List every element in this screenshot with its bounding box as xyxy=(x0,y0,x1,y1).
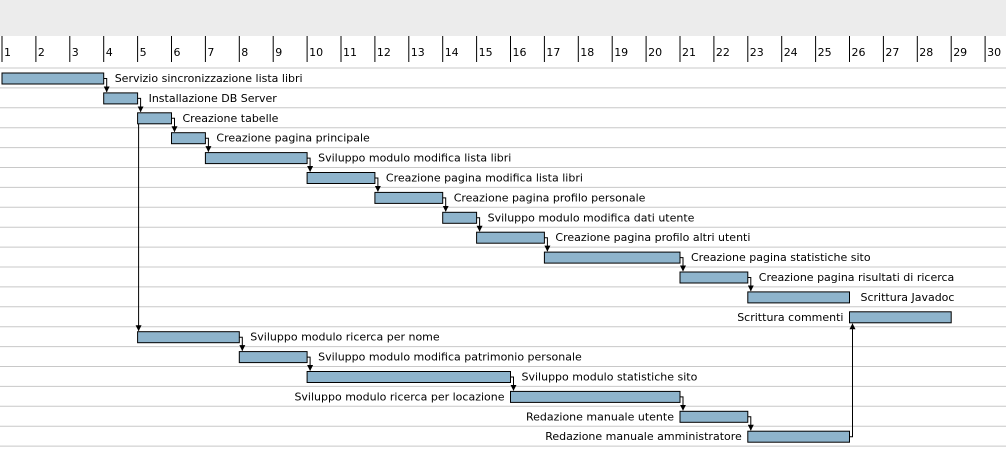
task-label: Scrittura Javadoc xyxy=(861,291,955,304)
x-tick-label-14: 14 xyxy=(445,46,459,59)
x-tick-label-25: 25 xyxy=(818,46,832,59)
dependency-arrow xyxy=(137,97,144,113)
x-tick-label-13: 13 xyxy=(411,46,425,59)
task-label: Sviluppo modulo modifica dati utente xyxy=(488,211,695,224)
x-tick-label-17: 17 xyxy=(546,46,560,59)
task-bar xyxy=(137,331,240,344)
task-bar xyxy=(171,132,206,145)
task-bar xyxy=(306,371,511,383)
task-bar xyxy=(543,251,681,264)
x-tick-label-10: 10 xyxy=(309,46,323,59)
task-label: Creazione pagina profilo altri utenti xyxy=(555,231,750,244)
x-tick-label-26: 26 xyxy=(852,46,866,59)
task-bar xyxy=(374,191,444,204)
task-label: Installazione DB Server xyxy=(149,92,278,105)
task-bar xyxy=(442,211,478,224)
task-bar xyxy=(306,172,376,184)
x-tick-label-22: 22 xyxy=(716,46,730,59)
dependency-arrow xyxy=(442,197,449,212)
task-label: Sviluppo modulo modifica patrimonio pers… xyxy=(318,351,582,364)
x-tick-label-24: 24 xyxy=(784,46,798,59)
x-tick-label-27: 27 xyxy=(885,46,899,59)
x-tick-label-23: 23 xyxy=(750,46,764,59)
task-label: Creazione pagina risultati di ricerca xyxy=(759,271,955,284)
x-tick-label-28: 28 xyxy=(919,46,933,59)
dependency-arrow xyxy=(205,137,212,153)
dependency-arrow xyxy=(171,117,178,133)
task-label: Redazione manuale amministratore xyxy=(545,430,742,443)
x-tick-label-4: 4 xyxy=(106,46,113,59)
task-label: Sviluppo modulo ricerca per nome xyxy=(250,331,440,344)
dependency-arrow xyxy=(680,257,686,272)
x-tick-label-18: 18 xyxy=(580,46,594,59)
task-bar xyxy=(1,72,105,85)
dependency-arrow xyxy=(239,336,246,352)
x-tick-label-6: 6 xyxy=(174,46,181,59)
dependency-arrow xyxy=(374,177,381,192)
x-tick-label-20: 20 xyxy=(648,46,662,59)
x-tick-label-7: 7 xyxy=(207,46,214,59)
task-label: Sviluppo modulo modifica lista libri xyxy=(318,152,511,165)
x-tick-label-3: 3 xyxy=(72,46,79,59)
task-bar xyxy=(204,152,308,165)
task-bar xyxy=(510,390,681,403)
dependency-arrow xyxy=(747,277,754,292)
dependency-arrow xyxy=(747,416,754,431)
x-tick-label-9: 9 xyxy=(275,46,282,59)
dependency-arrow xyxy=(544,237,551,252)
task-bar xyxy=(747,430,850,443)
task-label: Sviluppo modulo statistiche sito xyxy=(522,371,698,384)
x-tick-label-30: 30 xyxy=(987,46,1001,59)
task-bar xyxy=(679,271,749,284)
x-tick-label-15: 15 xyxy=(479,46,493,59)
x-tick-label-2: 2 xyxy=(38,46,45,59)
dependency-arrow xyxy=(307,356,314,371)
task-bar xyxy=(476,231,545,244)
dependency-arrow xyxy=(849,323,856,438)
timeline-header-bg xyxy=(0,0,1006,36)
task-label: Creazione tabelle xyxy=(183,112,279,125)
task-label: Creazione pagina profilo personale xyxy=(454,191,646,204)
dependency-arrow xyxy=(510,376,517,391)
task-bar xyxy=(137,112,173,125)
task-label: Creazione pagina principale xyxy=(216,132,370,145)
timeline-scale-bg xyxy=(0,36,1006,68)
dependency-arrow xyxy=(103,78,110,93)
task-label: Redazione manuale utente xyxy=(526,410,674,423)
x-tick-label-8: 8 xyxy=(241,46,248,59)
x-tick-label-12: 12 xyxy=(377,46,391,59)
task-label: Creazione pagina modifica lista libri xyxy=(386,172,583,185)
dependency-arrow xyxy=(476,217,483,232)
task-bar xyxy=(679,410,749,423)
task-bar xyxy=(849,311,952,324)
task-label: Sviluppo modulo ricerca per locazione xyxy=(294,390,504,403)
dependency-arrow xyxy=(680,396,686,411)
x-tick-label-1: 1 xyxy=(4,46,11,59)
x-tick-label-5: 5 xyxy=(140,46,147,59)
x-tick-label-29: 29 xyxy=(953,46,967,59)
x-tick-label-16: 16 xyxy=(513,46,527,59)
task-bar xyxy=(747,291,850,304)
task-label: Servizio sincronizzazione lista libri xyxy=(115,72,303,85)
x-tick-label-11: 11 xyxy=(343,46,357,59)
task-bar xyxy=(238,351,308,364)
task-bar xyxy=(103,92,139,105)
task-label: Creazione pagina statistiche sito xyxy=(691,251,871,264)
x-tick-label-21: 21 xyxy=(682,46,696,59)
task-label: Scrittura commenti xyxy=(737,311,843,324)
dependency-arrow xyxy=(307,157,314,172)
x-tick-label-19: 19 xyxy=(614,46,628,59)
